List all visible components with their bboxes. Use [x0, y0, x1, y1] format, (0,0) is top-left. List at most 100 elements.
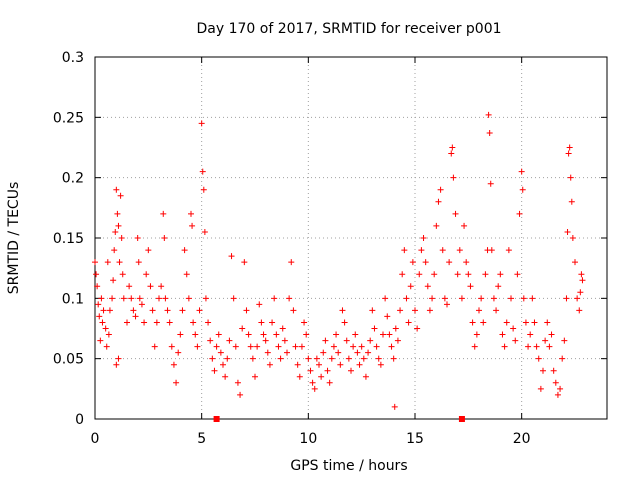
data-point [465, 271, 472, 278]
data-point [307, 367, 314, 374]
data-point [179, 307, 186, 314]
data-point [120, 295, 127, 302]
data-point [324, 367, 331, 374]
x-axis: 0 5 10 15 20 [91, 57, 531, 447]
data-point [151, 343, 158, 350]
data-point [535, 355, 542, 362]
data-point [249, 355, 256, 362]
data-point [94, 283, 101, 290]
data-point [103, 343, 110, 350]
data-point [192, 331, 199, 338]
data-point [138, 301, 145, 308]
data-point [397, 307, 404, 314]
data-point [183, 271, 190, 278]
data-point [170, 361, 177, 368]
data-point [386, 331, 393, 338]
data-point [561, 337, 568, 344]
data-point [348, 367, 354, 374]
data-point [119, 271, 126, 278]
y-tick-label: 0.05 [53, 352, 84, 368]
data-point [448, 150, 455, 157]
data-point [405, 319, 412, 326]
data-point [418, 247, 425, 254]
data-point [217, 349, 224, 356]
data-point [422, 259, 429, 266]
data-point [568, 198, 575, 205]
data-point [579, 277, 586, 284]
data-point [322, 337, 329, 344]
data-point [529, 295, 536, 302]
data-point [499, 331, 506, 338]
data-point [365, 349, 372, 356]
x-tick-label: 5 [197, 431, 206, 447]
data-point [166, 319, 173, 326]
data-point [220, 361, 226, 368]
y-axis-label: SRMTID / TECUs [6, 182, 22, 295]
data-point [564, 228, 571, 235]
data-point [476, 307, 482, 314]
data-point [113, 186, 120, 193]
data-point [452, 210, 459, 217]
data-point [577, 289, 584, 296]
data-point [313, 355, 320, 362]
data-point [548, 331, 555, 338]
data-point [200, 186, 207, 193]
data-point [525, 343, 532, 350]
data-point [488, 247, 495, 254]
data-point [480, 319, 487, 326]
data-point [559, 355, 566, 362]
data-point [341, 319, 348, 326]
data-point [290, 307, 297, 314]
data-point [288, 259, 295, 266]
data-point [510, 325, 517, 332]
data-point [141, 319, 148, 326]
data-point [143, 271, 150, 278]
data-point [102, 325, 109, 332]
data-point [435, 198, 442, 205]
data-point [367, 337, 374, 344]
data-point [354, 349, 361, 356]
data-point [546, 343, 553, 350]
data-point [375, 355, 382, 362]
data-point [149, 307, 156, 314]
data-point [401, 247, 408, 254]
data-point [520, 295, 527, 302]
data-point [97, 337, 104, 344]
data-point [207, 337, 214, 344]
data-point [247, 343, 254, 350]
y-tick-label: 0 [75, 412, 84, 428]
data-point [371, 325, 378, 332]
data-point [373, 343, 380, 350]
data-point [505, 247, 512, 254]
data-point [105, 331, 112, 338]
y-tick-label: 0.1 [62, 291, 84, 307]
data-point [343, 337, 350, 344]
data-point [388, 343, 395, 350]
data-point [189, 222, 196, 229]
data-point [188, 210, 194, 217]
data-point [330, 343, 337, 350]
data-point [175, 349, 182, 356]
y-axis: 0 0.05 0.1 0.15 0.2 0.25 0.3 [53, 50, 607, 428]
data-point [394, 337, 401, 344]
data-point [161, 235, 168, 241]
data-point [469, 319, 476, 326]
data-point [403, 295, 410, 302]
data-point [501, 343, 508, 350]
data-point [222, 373, 229, 380]
data-point [508, 295, 514, 302]
data-point [463, 259, 470, 266]
data-point [199, 168, 206, 175]
x-axis-label: GPS time / hours [290, 458, 407, 474]
x-tick-label: 20 [513, 431, 531, 447]
data-point [574, 295, 581, 302]
data-point [449, 144, 456, 151]
data-point [578, 271, 585, 278]
data-point [433, 222, 440, 229]
data-point [335, 349, 342, 356]
data-point [444, 301, 450, 308]
data-point [412, 307, 418, 314]
data-point [301, 319, 308, 326]
data-point [98, 295, 105, 302]
data-point [109, 295, 116, 302]
